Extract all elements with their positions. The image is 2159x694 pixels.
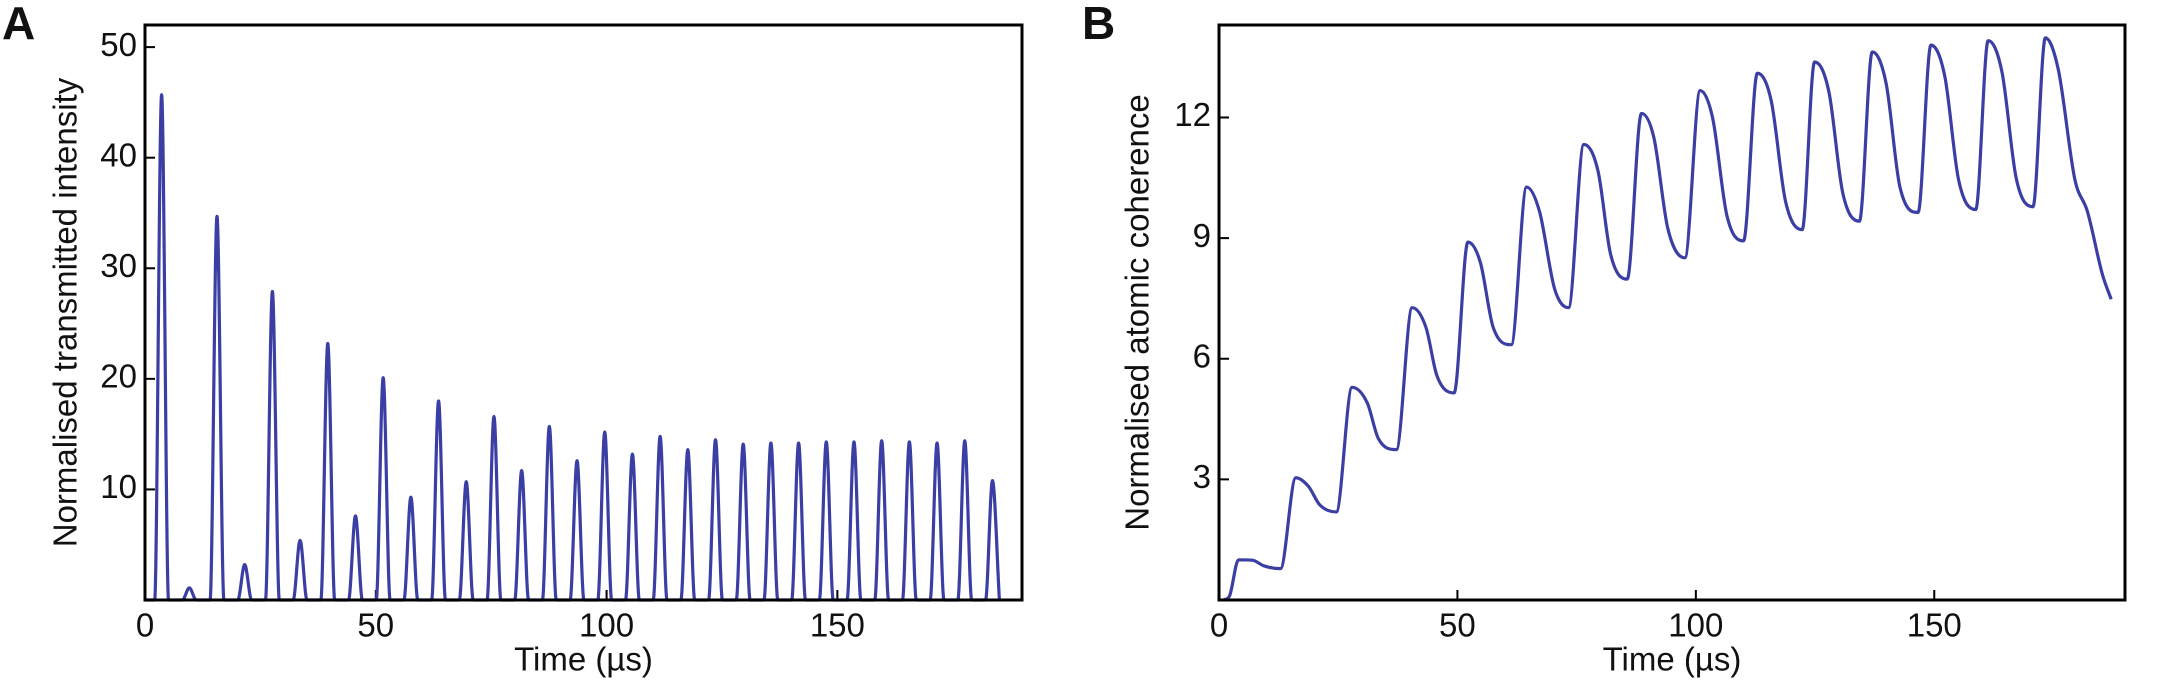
y-axis-label: Normalised atomic coherence: [1119, 94, 1156, 531]
x-tick-label: 0: [136, 607, 154, 644]
x-tick-label: 150: [1907, 607, 1962, 644]
x-tick-label: 50: [357, 607, 394, 644]
x-axis-label: Time (µs): [514, 641, 653, 678]
x-axis-label: Time (µs): [1603, 641, 1742, 678]
y-tick-label: 40: [100, 136, 137, 173]
x-tick-label: 50: [1439, 607, 1476, 644]
y-tick-label: 50: [100, 26, 137, 63]
y-tick-label: 30: [100, 247, 137, 284]
x-tick-label: 0: [1210, 607, 1228, 644]
x-tick-label: 100: [579, 607, 634, 644]
y-tick-label: 20: [100, 358, 137, 395]
panel-label: A: [2, 0, 35, 49]
y-tick-label: 3: [1193, 458, 1211, 495]
y-tick-label: 6: [1193, 337, 1211, 374]
y-tick-label: 12: [1174, 96, 1211, 133]
plot-frame: [1217, 23, 2127, 602]
x-tick-label: 100: [1668, 607, 1723, 644]
y-tick-label: 10: [100, 468, 137, 505]
y-tick-label: 9: [1193, 217, 1211, 254]
x-tick-label: 150: [810, 607, 865, 644]
y-axis-label: Normalised transmitted intensity: [47, 77, 84, 547]
data-line: [1222, 36, 2113, 602]
panel-label: B: [1082, 0, 1115, 49]
data-line: [144, 93, 1001, 602]
plot-frame: [143, 23, 1024, 602]
